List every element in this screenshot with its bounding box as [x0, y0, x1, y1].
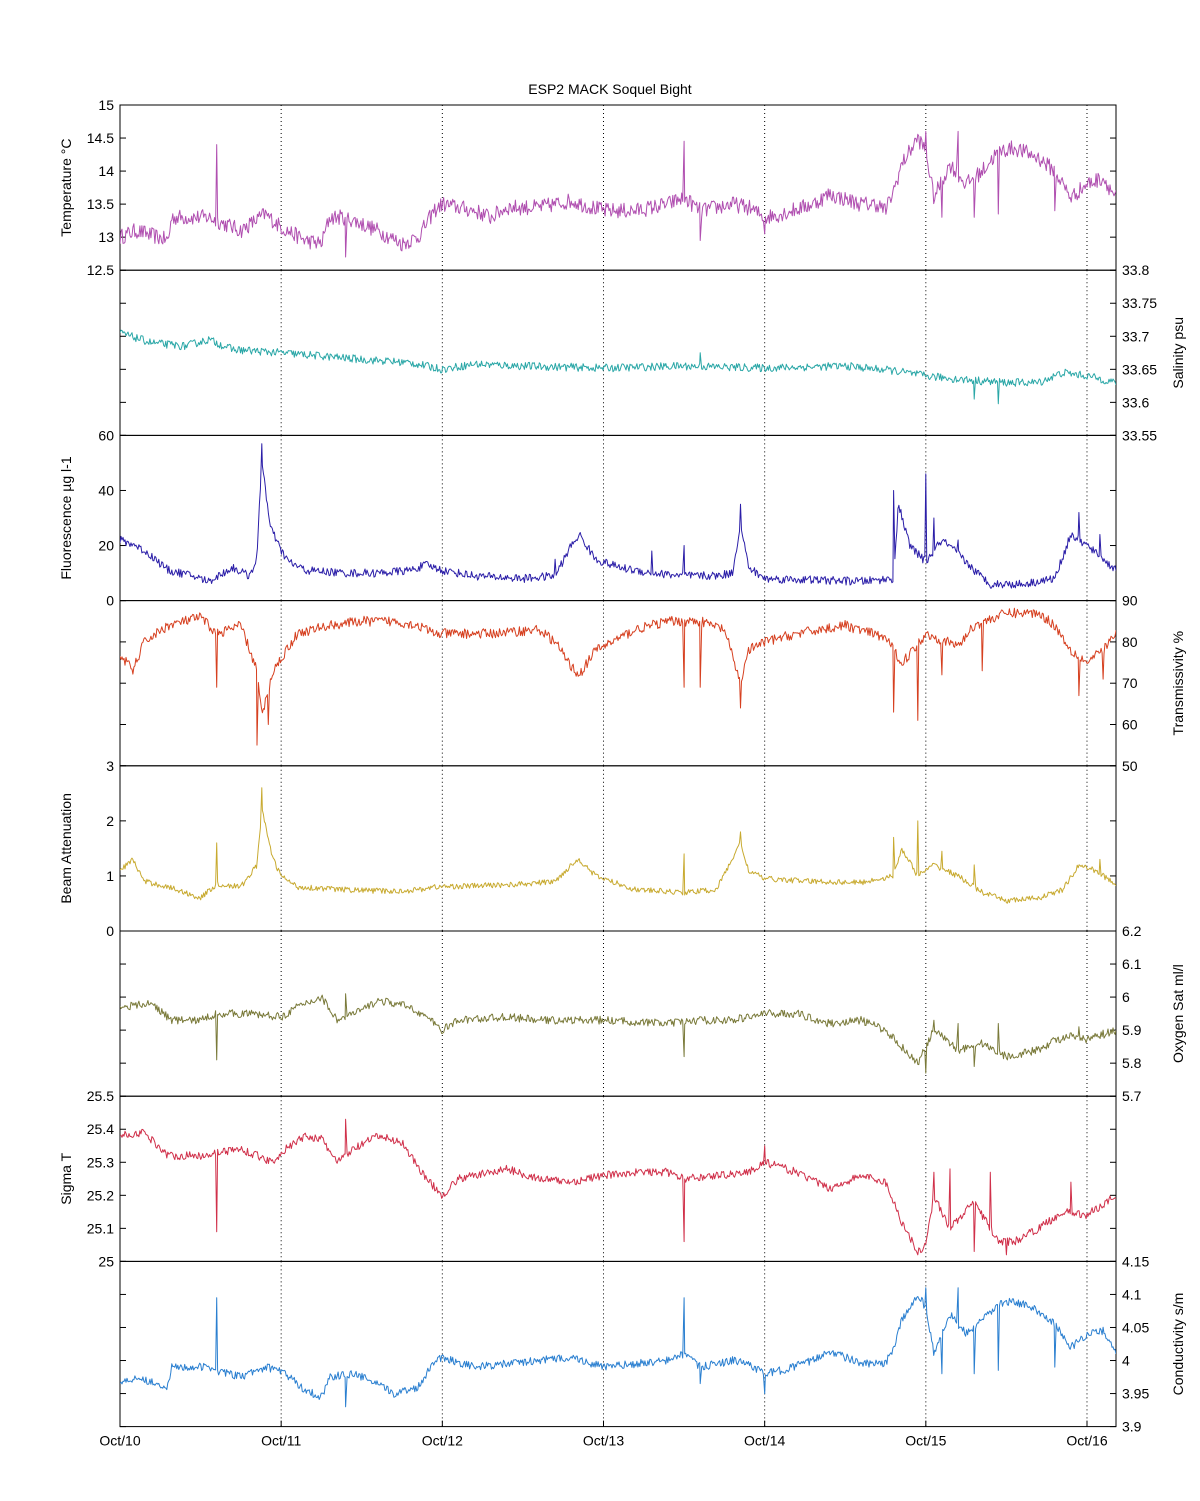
- y-tick-label: 4: [1122, 1353, 1130, 1369]
- y-axis-label: Sigma T: [58, 1152, 74, 1204]
- y-tick-label: 15: [98, 97, 114, 113]
- y-tick-label: 25.3: [87, 1154, 114, 1170]
- y-tick-label: 0: [106, 593, 114, 609]
- y-tick-label: 33.75: [1122, 295, 1157, 311]
- panel-transmissivity: 50 60 70 80 90 Transmissivity %: [119, 593, 1186, 774]
- panel-frame: [119, 269, 1117, 436]
- y-tick-label: 25.2: [87, 1187, 114, 1203]
- panel-temperature: 12.5 13 13.5 14 14.5 15 Temperature °C: [58, 97, 1117, 278]
- panel-frame: [119, 765, 1117, 932]
- x-axis: Oct/10 Oct/11 Oct/12 Oct/13 Oct/14 Oct/15 Oct/…: [99, 1420, 1108, 1449]
- y-tick-label: 5.9: [1122, 1022, 1142, 1038]
- y-tick-label: 3.9: [1122, 1419, 1142, 1435]
- series-line-salinity: [120, 329, 1116, 405]
- y-tick-label: 33.8: [1122, 262, 1149, 278]
- y-tick-label: 70: [1122, 675, 1138, 691]
- y-tick-label: 0: [106, 923, 114, 939]
- y-tick-label: 4.1: [1122, 1286, 1142, 1302]
- x-tick-label: Oct/12: [422, 1433, 463, 1449]
- series-line-sigma_t: [120, 1118, 1116, 1256]
- y-tick-label: 14: [98, 163, 114, 179]
- y-tick-label: 25: [98, 1253, 114, 1269]
- y-tick-label: 33.7: [1122, 328, 1149, 344]
- series-line-transmissivity: [120, 607, 1116, 746]
- panel-sigma_t: 25 25.1 25.2 25.3 25.4 25.5 Sigma T: [58, 1088, 1117, 1269]
- panel-frame: [119, 1260, 1117, 1428]
- y-tick-label: 33.6: [1122, 394, 1149, 410]
- y-tick-label: 4.05: [1122, 1319, 1149, 1335]
- y-tick-label: 40: [98, 482, 114, 498]
- panel-frame: [119, 104, 1117, 271]
- panel-frame: [119, 930, 1117, 1097]
- y-tick-label: 6.2: [1122, 923, 1142, 939]
- y-tick-label: 1: [106, 868, 114, 884]
- y-axis-label: Conductivity s/m: [1170, 1293, 1186, 1396]
- y-tick-label: 33.65: [1122, 361, 1157, 377]
- y-tick-label: 25.1: [87, 1220, 114, 1236]
- y-axis-label: Temperature °C: [58, 138, 74, 236]
- x-tick-label: Oct/13: [583, 1433, 624, 1449]
- series-line-temperature: [120, 130, 1116, 258]
- x-tick-label: Oct/15: [905, 1433, 946, 1449]
- y-axis-label: Transmissivity %: [1170, 631, 1186, 736]
- y-tick-label: 33.55: [1122, 427, 1157, 443]
- y-tick-label: 2: [106, 813, 114, 829]
- y-tick-label: 80: [1122, 634, 1138, 650]
- x-tick-label: Oct/14: [744, 1433, 785, 1449]
- panel-conductivity: 3.9 3.95 4 4.05 4.1 4.15 Conductivity s/m: [119, 1253, 1186, 1435]
- y-tick-label: 3.95: [1122, 1386, 1149, 1402]
- y-tick-label: 20: [98, 538, 114, 554]
- x-tick-label: Oct/10: [99, 1433, 140, 1449]
- x-tick-label: Oct/11: [261, 1433, 301, 1449]
- x-tick-label: Oct/16: [1066, 1433, 1107, 1449]
- panel-salinity: 33.55 33.6 33.65 33.7 33.75 33.8 Salinity psu: [119, 262, 1186, 443]
- y-tick-label: 13: [98, 229, 114, 245]
- panel-frame: [119, 1095, 1117, 1262]
- y-axis-label: Fluorescence µg l-1: [58, 456, 74, 579]
- chart-title: ESP2 MACK Soquel Bight: [528, 81, 692, 97]
- y-tick-label: 6.1: [1122, 956, 1142, 972]
- y-tick-label: 90: [1122, 593, 1138, 609]
- y-tick-label: 3: [106, 758, 114, 774]
- panel-oxygen_sat: 5.7 5.8 5.9 6 6.1 6.2 Oxygen Sat ml/l: [119, 923, 1186, 1104]
- series-line-oxygen_sat: [120, 993, 1116, 1074]
- y-tick-label: 14.5: [87, 130, 114, 146]
- y-axis-label: Salinity psu: [1170, 317, 1186, 389]
- y-axis-label: Oxygen Sat ml/l: [1170, 964, 1186, 1063]
- panel-frame: [119, 600, 1117, 767]
- y-tick-label: 4.15: [1122, 1253, 1149, 1269]
- y-tick-label: 25.5: [87, 1088, 114, 1104]
- y-tick-label: 25.4: [87, 1121, 114, 1137]
- y-tick-label: 6: [1122, 989, 1130, 1005]
- y-tick-label: 60: [98, 427, 114, 443]
- y-axis-label: Beam Attenuation: [58, 793, 74, 904]
- y-tick-label: 5.8: [1122, 1055, 1142, 1071]
- y-tick-label: 60: [1122, 717, 1138, 733]
- panel-fluorescence: 0 20 40 60 Fluorescence µg l-1: [58, 427, 1117, 609]
- y-tick-label: 13.5: [87, 196, 114, 212]
- y-tick-label: 12.5: [87, 262, 114, 278]
- panel-beam_attenuation: 0 1 2 3 Beam Attenuation: [58, 758, 1117, 939]
- series-line-conductivity: [120, 1287, 1116, 1408]
- y-tick-label: 5.7: [1122, 1088, 1142, 1104]
- y-tick-label: 50: [1122, 758, 1138, 774]
- series-line-beam_attenuation: [120, 787, 1116, 904]
- series-line-fluorescence: [120, 443, 1116, 589]
